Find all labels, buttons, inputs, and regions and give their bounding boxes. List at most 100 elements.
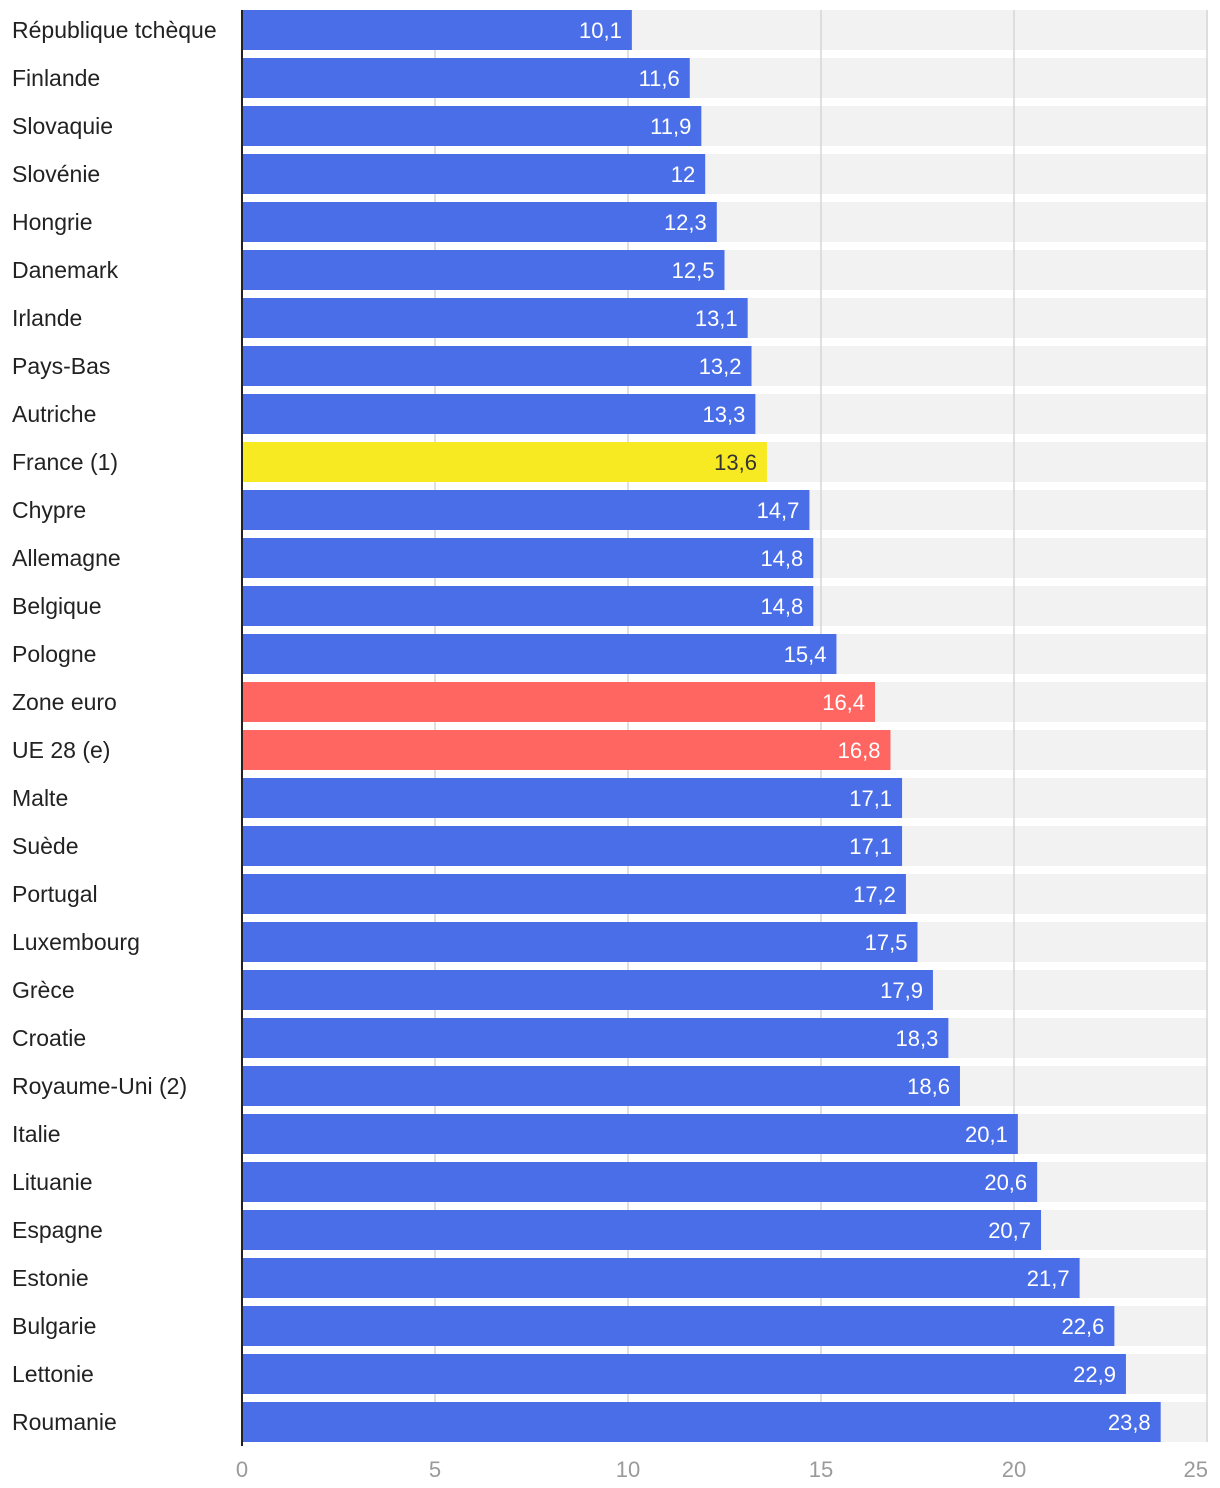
bar-france-1 <box>242 442 767 482</box>
category-label: Bulgarie <box>12 1313 96 1339</box>
value-label: 17,2 <box>853 882 896 907</box>
category-label: Suède <box>12 833 79 859</box>
value-label: 13,3 <box>703 402 746 427</box>
value-label: 13,1 <box>695 306 738 331</box>
category-label: Autriche <box>12 401 96 427</box>
category-label: Chypre <box>12 497 86 523</box>
bar-italie <box>242 1114 1018 1154</box>
value-label: 14,8 <box>760 594 803 619</box>
category-labels: République tchèque Finlande Slovaquie Slové… <box>12 17 217 1435</box>
x-tick-label: 25 <box>1184 1457 1208 1482</box>
bar-croatie <box>242 1018 949 1058</box>
category-label: Slovénie <box>12 161 100 187</box>
value-label: 16,8 <box>838 738 881 763</box>
value-label: 23,8 <box>1108 1410 1151 1435</box>
category-label: Pologne <box>12 641 96 667</box>
x-tick-label: 0 <box>236 1457 248 1482</box>
category-label: Estonie <box>12 1265 89 1291</box>
bar-portugal <box>242 874 906 914</box>
value-label: 21,7 <box>1027 1266 1070 1291</box>
category-label: France (1) <box>12 449 118 475</box>
bar-finlande <box>242 58 690 98</box>
bar-lettonie <box>242 1354 1126 1394</box>
value-label: 11,6 <box>639 66 680 91</box>
bar-lituanie <box>242 1162 1038 1202</box>
category-label: Italie <box>12 1121 61 1147</box>
value-label: 22,6 <box>1062 1314 1105 1339</box>
bar-estonie <box>242 1258 1080 1298</box>
value-label: 14,8 <box>760 546 803 571</box>
bar-irlande <box>242 298 748 338</box>
value-label: 18,3 <box>896 1026 939 1051</box>
category-label: Danemark <box>12 257 119 283</box>
value-label: 17,9 <box>880 978 923 1003</box>
value-label: 20,7 <box>988 1218 1031 1243</box>
value-label: 17,5 <box>865 930 908 955</box>
value-label: 12 <box>671 162 695 187</box>
value-label: 16,4 <box>822 690 865 715</box>
bar-republique-tcheque <box>242 10 632 50</box>
category-label: Irlande <box>12 305 82 331</box>
bar-bulgarie <box>242 1306 1115 1346</box>
value-label: 22,9 <box>1073 1362 1116 1387</box>
bar-slovenie <box>242 154 706 194</box>
category-label: Slovaquie <box>12 113 113 139</box>
category-label: Malte <box>12 785 68 811</box>
category-label: Pays-Bas <box>12 353 110 379</box>
value-label: 20,1 <box>965 1122 1008 1147</box>
bar-ue-28-e <box>242 730 891 770</box>
category-label: Grèce <box>12 977 75 1003</box>
bar-luxembourg <box>242 922 918 962</box>
category-label: Croatie <box>12 1025 86 1051</box>
value-label: 13,6 <box>714 450 757 475</box>
category-label: Allemagne <box>12 545 121 571</box>
value-label: 12,3 <box>664 210 707 235</box>
category-label: Luxembourg <box>12 929 140 955</box>
category-label: Finlande <box>12 65 100 91</box>
value-label: 11,9 <box>650 114 691 139</box>
bar-pologne <box>242 634 837 674</box>
value-label: 10,1 <box>579 18 622 43</box>
bar-hongrie <box>242 202 717 242</box>
bar-zone-euro <box>242 682 876 722</box>
value-label: 15,4 <box>784 642 827 667</box>
category-label: Belgique <box>12 593 102 619</box>
bar-malte <box>242 778 903 818</box>
category-label: Royaume-Uni (2) <box>12 1073 187 1099</box>
x-tick-label: 15 <box>809 1457 833 1482</box>
category-label: Lituanie <box>12 1169 93 1195</box>
x-tick-label: 5 <box>429 1457 441 1482</box>
bar-slovaquie <box>242 106 702 146</box>
category-label: Zone euro <box>12 689 117 715</box>
category-label: Hongrie <box>12 209 93 235</box>
x-tick-label: 20 <box>1002 1457 1026 1482</box>
bar-roumanie <box>242 1402 1161 1442</box>
bar-suede <box>242 826 903 866</box>
category-label: Espagne <box>12 1217 103 1243</box>
category-label: Lettonie <box>12 1361 94 1387</box>
bar-pays-bas <box>242 346 752 386</box>
bar-allemagne <box>242 538 814 578</box>
value-label: 13,2 <box>699 354 742 379</box>
value-label: 12,5 <box>672 258 715 283</box>
bar-espagne <box>242 1210 1042 1250</box>
gridlines <box>434 10 1208 1442</box>
bar-royaume-uni-2 <box>242 1066 960 1106</box>
category-label: UE 28 (e) <box>12 737 110 763</box>
bar-danemark <box>242 250 725 290</box>
bar-grece <box>242 970 933 1010</box>
bar-chypre <box>242 490 810 530</box>
x-tick-labels: 0 5 10 15 20 25 <box>236 1457 1208 1482</box>
category-label: Portugal <box>12 881 98 907</box>
value-label: 17,1 <box>849 786 892 811</box>
bar-autriche <box>242 394 756 434</box>
x-tick-label: 10 <box>616 1457 640 1482</box>
value-label: 20,6 <box>984 1170 1027 1195</box>
value-label: 17,1 <box>849 834 892 859</box>
bars <box>242 10 1161 1442</box>
value-label: 14,7 <box>757 498 800 523</box>
value-labels: 10,111,611,91212,312,513,113,213,313,614… <box>579 18 1151 1435</box>
bar-belgique <box>242 586 814 626</box>
